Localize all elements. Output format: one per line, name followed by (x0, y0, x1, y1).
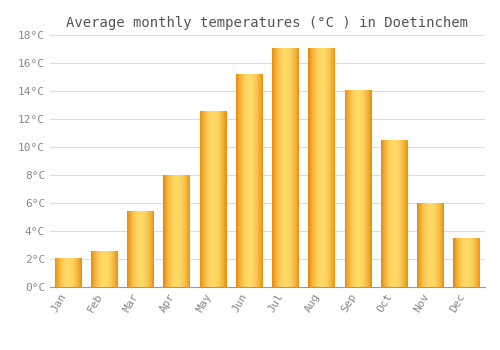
Title: Average monthly temperatures (°C ) in Doetinchem: Average monthly temperatures (°C ) in Do… (66, 16, 468, 30)
